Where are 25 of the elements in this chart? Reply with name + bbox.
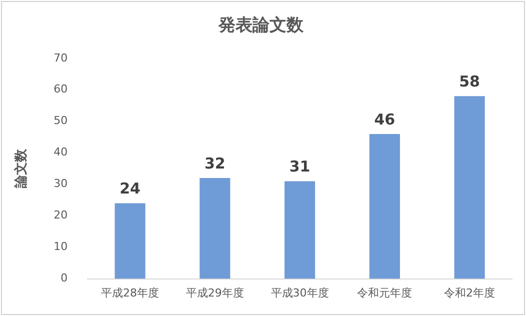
- bar: [114, 203, 146, 279]
- x-tick-label: 令和2年度: [444, 286, 496, 300]
- data-label: 24: [120, 180, 140, 198]
- y-tick-label: 0: [60, 272, 68, 285]
- bar: [284, 181, 316, 279]
- bar: [454, 96, 485, 279]
- y-tick-label: 40: [54, 146, 68, 159]
- bar: [369, 134, 400, 279]
- y-tick-label: 50: [54, 114, 68, 128]
- chart-title: 発表論文数: [218, 16, 304, 36]
- data-label: 58: [459, 72, 480, 91]
- y-tick-label: 10: [54, 240, 68, 254]
- y-tick-label: 20: [54, 208, 68, 222]
- y-tick-label: 60: [54, 82, 68, 96]
- y-axis-title: 論文数: [13, 148, 30, 190]
- x-tick-label: 平成29年度: [186, 286, 244, 300]
- data-label: 46: [374, 110, 396, 128]
- data-label: 31: [289, 158, 310, 176]
- data-label: 32: [204, 154, 226, 172]
- x-tick-label: 平成30年度: [270, 286, 329, 300]
- y-tick-label: 30: [54, 177, 68, 190]
- x-tick-label: 平成28年度: [101, 286, 160, 300]
- bar: [200, 178, 230, 279]
- y-tick-label: 70: [54, 51, 68, 64]
- x-tick-label: 令和元年度: [357, 286, 412, 300]
